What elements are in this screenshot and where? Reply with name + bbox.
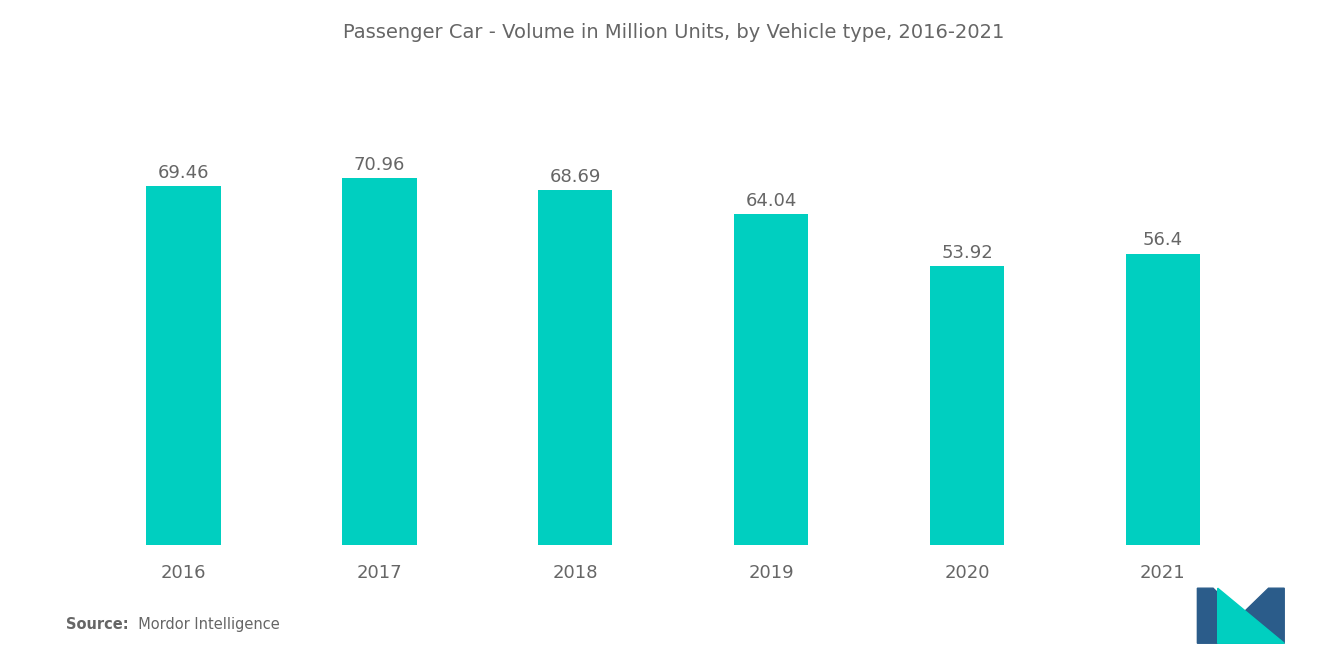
- Bar: [539, 190, 612, 545]
- Bar: [1126, 253, 1200, 545]
- Title: Passenger Car - Volume in Million Units, by Vehicle type, 2016-2021: Passenger Car - Volume in Million Units,…: [342, 23, 1005, 42]
- Text: Mordor Intelligence: Mordor Intelligence: [129, 616, 280, 632]
- Text: 70.96: 70.96: [354, 156, 405, 174]
- Text: Source:: Source:: [66, 616, 128, 632]
- Text: 56.4: 56.4: [1143, 231, 1183, 249]
- Text: 69.46: 69.46: [158, 164, 210, 182]
- Text: 68.69: 68.69: [549, 168, 601, 186]
- Bar: [734, 214, 808, 545]
- Polygon shape: [1197, 589, 1284, 643]
- Bar: [342, 178, 417, 545]
- Text: 64.04: 64.04: [746, 192, 797, 210]
- Polygon shape: [1218, 589, 1284, 643]
- Bar: [929, 267, 1005, 545]
- Text: 53.92: 53.92: [941, 244, 993, 262]
- Bar: [147, 186, 220, 545]
